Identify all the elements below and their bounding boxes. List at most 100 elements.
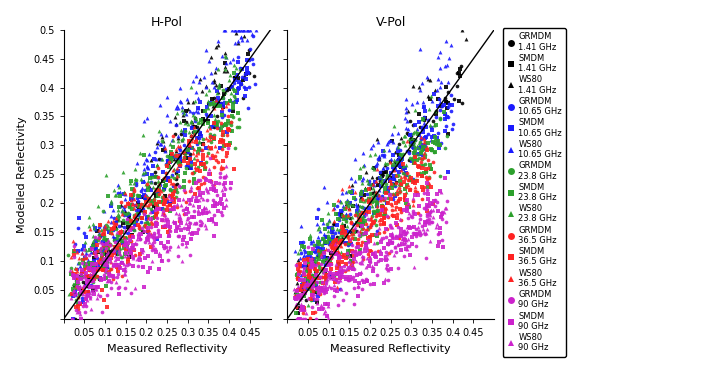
Point (207, 155, 218, 161)
Point (160, 224, 171, 230)
Point (202, 127, 213, 133)
Point (306, 250, 317, 256)
Point (129, 240, 140, 246)
Point (448, 96, 460, 102)
Point (332, 216, 343, 221)
Point (310, 316, 321, 322)
Point (362, 196, 373, 202)
Point (358, 220, 369, 226)
Point (114, 265, 126, 270)
Point (167, 195, 179, 201)
Point (390, 249, 402, 255)
Point (301, 255, 313, 261)
Point (409, 188, 421, 194)
Point (373, 139, 384, 145)
Point (233, 86, 244, 92)
Point (149, 222, 160, 228)
Point (213, 38, 224, 44)
Point (208, 112, 219, 118)
Point (418, 229, 429, 235)
Point (429, 134, 440, 139)
Point (406, 241, 417, 247)
Point (79, 309, 90, 315)
Point (143, 204, 154, 210)
Point (345, 200, 356, 206)
Point (162, 248, 173, 254)
Point (365, 247, 376, 253)
Point (185, 156, 196, 162)
Point (130, 182, 141, 188)
Point (302, 295, 313, 301)
Point (92, 203, 104, 209)
Point (107, 219, 119, 224)
Point (211, 102, 222, 108)
Point (424, 106, 435, 112)
Point (293, 266, 304, 272)
Point (350, 244, 361, 250)
Point (299, 244, 310, 250)
Point (174, 98, 185, 104)
Point (296, 285, 307, 290)
Point (400, 105, 412, 111)
Point (141, 220, 152, 226)
Point (107, 249, 119, 255)
Point (395, 151, 406, 157)
Point (119, 190, 131, 196)
Point (105, 259, 116, 265)
Point (115, 259, 126, 265)
Point (213, 84, 225, 90)
Point (302, 282, 313, 288)
Point (130, 180, 141, 186)
Point (420, 138, 431, 144)
Point (291, 296, 302, 302)
Point (367, 197, 378, 203)
Point (371, 190, 383, 196)
Point (333, 236, 345, 242)
Point (370, 213, 381, 219)
Point (166, 151, 177, 157)
Point (105, 256, 116, 262)
Point (215, 145, 226, 151)
Point (422, 165, 433, 171)
Point (368, 181, 379, 187)
Point (123, 210, 134, 216)
Point (433, 209, 444, 214)
Point (367, 252, 378, 257)
Point (325, 269, 336, 275)
Point (422, 196, 433, 201)
Point (169, 195, 180, 201)
Point (146, 172, 157, 178)
Point (217, 132, 229, 138)
Point (342, 240, 353, 246)
Point (85, 294, 96, 300)
Point (401, 148, 412, 154)
Point (350, 201, 361, 207)
Point (395, 196, 406, 202)
Point (132, 210, 143, 216)
Point (327, 273, 338, 279)
Point (123, 203, 134, 209)
Point (148, 236, 160, 242)
Point (107, 227, 119, 233)
Point (217, 122, 229, 128)
Point (208, 137, 220, 142)
Point (188, 124, 199, 130)
Point (430, 134, 441, 140)
Point (315, 274, 326, 280)
Point (184, 165, 196, 171)
Point (189, 128, 200, 134)
Point (303, 250, 314, 256)
Point (167, 133, 179, 139)
Point (347, 266, 359, 272)
Point (337, 190, 348, 196)
Point (388, 191, 399, 197)
Point (303, 276, 314, 282)
Point (126, 226, 137, 232)
Point (165, 173, 176, 179)
Point (304, 286, 316, 292)
Point (357, 260, 368, 266)
Point (135, 150, 146, 156)
Point (85, 271, 96, 277)
Point (427, 214, 438, 220)
Point (216, 105, 227, 111)
